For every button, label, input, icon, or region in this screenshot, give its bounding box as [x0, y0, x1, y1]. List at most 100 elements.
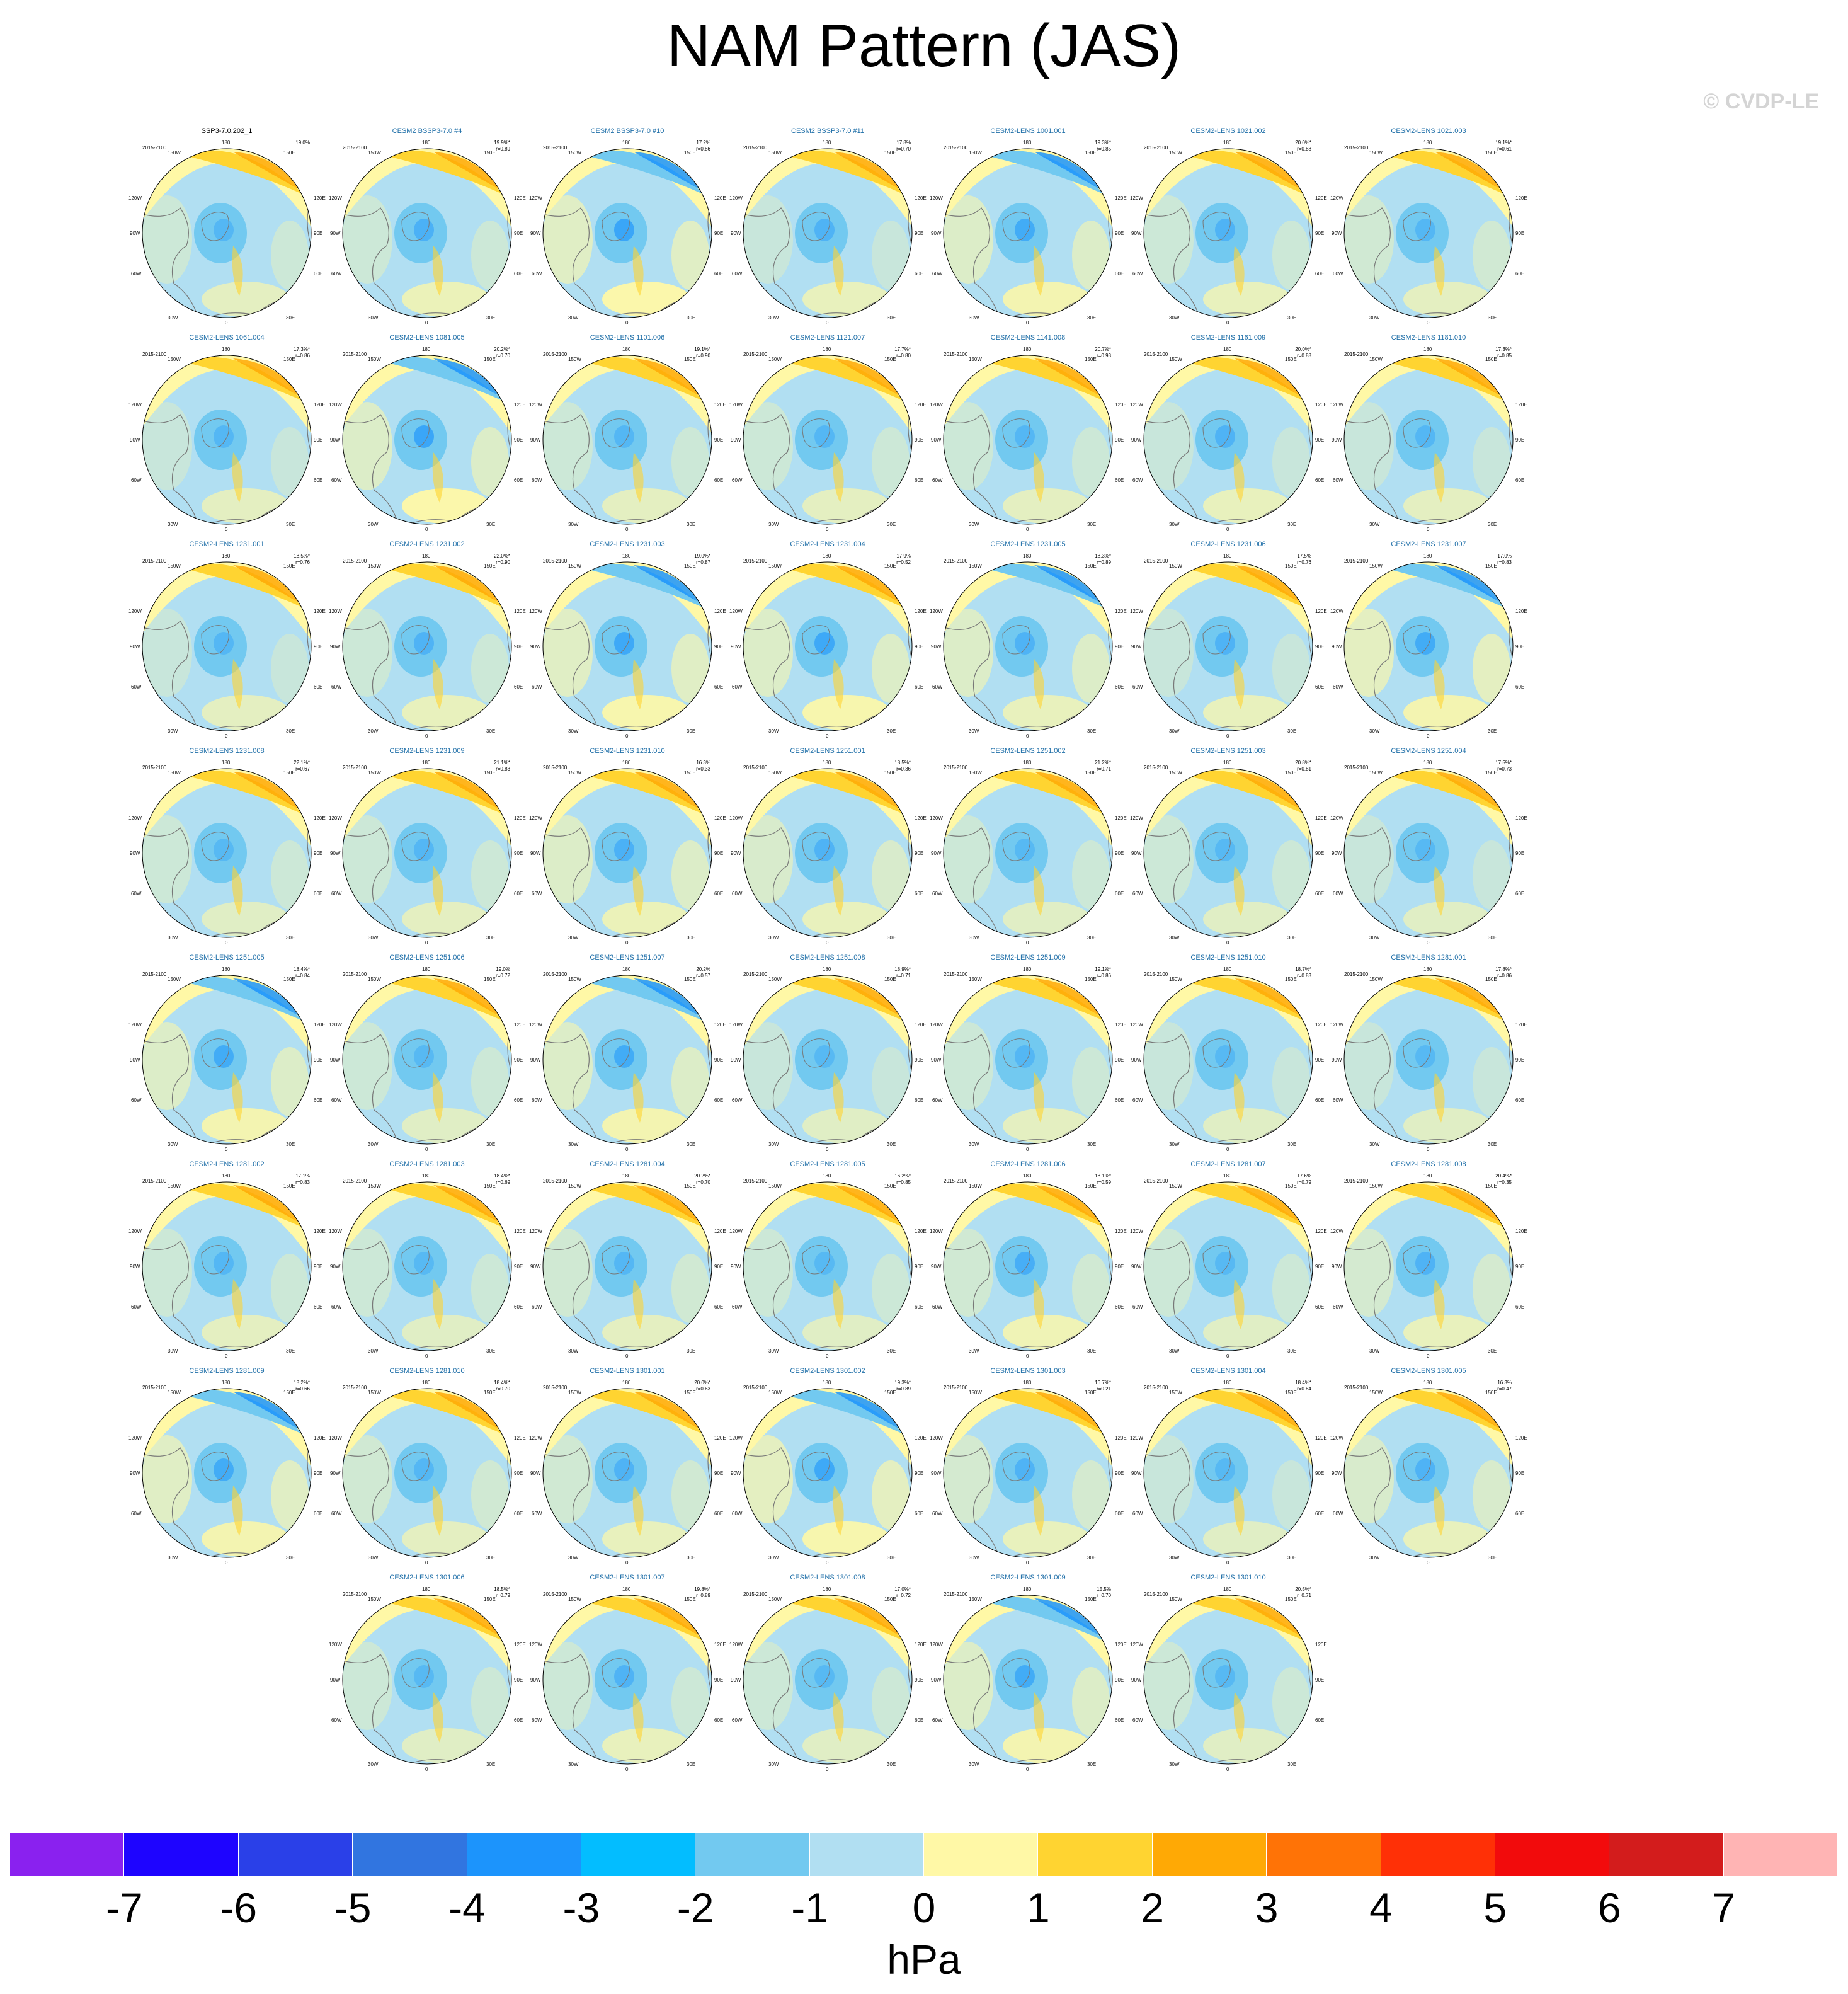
graticule-label: 60W [1333, 478, 1343, 483]
graticule-label: 30W [568, 522, 579, 527]
graticule-label: 120E [915, 1642, 927, 1647]
colorbar-tick-label: 7 [1712, 1884, 1735, 1931]
graticule-label: 30W [1169, 1762, 1180, 1767]
polar-map [142, 561, 312, 731]
panel-stats: 20.7%* r=0.93 [1086, 347, 1111, 359]
panel-stats: 18.5%* r=0.79 [485, 1586, 510, 1599]
graticule-label: 150E [1085, 150, 1097, 156]
map-panel: CESM2-LENS 1231.006 2015-2100 17.5% r=0.76 1… [1130, 539, 1327, 741]
graticule-label: 60W [732, 891, 743, 897]
panel-pattern-corr: r=0.72 [496, 973, 510, 978]
panel-period: 2015-2100 [1344, 558, 1369, 564]
graticule-label: 120W [729, 1642, 743, 1647]
colorbar-tick-label: -4 [448, 1884, 486, 1931]
graticule-label: 60E [915, 891, 924, 897]
panel-pattern-corr: r=0.67 [295, 766, 310, 772]
polar-map [1143, 148, 1313, 318]
colorbar-swatch [238, 1833, 353, 1876]
polar-map [142, 1388, 312, 1558]
panel-stats: 17.0% r=0.83 [1486, 553, 1512, 566]
panel-variance-pct: 20.7%* [1095, 347, 1111, 352]
panel-period: 2015-2100 [142, 352, 167, 357]
graticule-label: 60E [1315, 1097, 1325, 1103]
graticule-label: 30E [1287, 1762, 1297, 1767]
map-panel: CESM2-LENS 1281.002 2015-2100 17.1% r=0.83 1… [128, 1159, 326, 1361]
map-panel: CESM2-LENS 1141.008 2015-2100 20.7%* r=0.93… [930, 333, 1127, 534]
graticule-label: 120W [529, 1022, 542, 1028]
graticule-label: 0 [826, 940, 829, 946]
polar-map [1143, 768, 1313, 938]
panel-pattern-corr: r=0.70 [1097, 1593, 1111, 1598]
graticule-label: 60E [1315, 1511, 1325, 1516]
map-panel: CESM2-LENS 1281.005 2015-2100 16.2%* r=0.85… [729, 1159, 927, 1361]
graticule-label: 60W [1333, 1304, 1343, 1310]
panel-stats: 18.4%* r=0.70 [485, 1380, 510, 1392]
graticule-label: 150W [969, 977, 982, 982]
panel-pattern-corr: r=0.70 [696, 1179, 710, 1185]
panel-title: CESM2-LENS 1301.004 [1190, 1367, 1266, 1375]
graticule-label: 30E [887, 522, 896, 527]
graticule-label: 90E [1115, 644, 1124, 650]
graticule-label: 150W [768, 1390, 782, 1395]
graticule-label: 30W [168, 1555, 178, 1561]
panel-period: 2015-2100 [543, 765, 568, 771]
graticule-label: 60W [532, 1304, 542, 1310]
graticule-label: 120E [514, 195, 526, 201]
graticule-label: 30E [286, 1142, 295, 1147]
panel-variance-pct: 20.2% [696, 966, 710, 972]
graticule-label: 180 [1223, 760, 1232, 765]
map-panel: CESM2-LENS 1251.002 2015-2100 21.2%* r=0.71… [930, 746, 1127, 948]
graticule-label: 120E [915, 609, 927, 614]
panel-stats: 18.3%* r=0.89 [1086, 553, 1111, 566]
polar-map [1143, 561, 1313, 731]
graticule-label: 30W [368, 522, 379, 527]
graticule-label: 30W [368, 1142, 379, 1147]
graticule-label: 90E [1115, 1470, 1124, 1476]
graticule-label: 150E [884, 1183, 896, 1189]
graticule-label: 120E [915, 1435, 927, 1441]
graticule-label: 60W [331, 1511, 342, 1516]
graticule-label: 180 [1223, 553, 1232, 559]
graticule-label: 60E [1315, 1304, 1325, 1310]
panel-pattern-corr: r=0.83 [1497, 559, 1512, 565]
graticule-label: 150W [1169, 977, 1182, 982]
panel-stats: 20.0%* r=0.63 [685, 1380, 710, 1392]
graticule-label: 60E [1515, 478, 1525, 483]
graticule-label: 120E [314, 609, 326, 614]
graticule-label: 90W [1131, 644, 1142, 650]
graticule-label: 120E [1315, 609, 1327, 614]
graticule-label: 60E [1315, 271, 1325, 277]
panel-stats: 17.8% r=0.70 [886, 140, 911, 152]
graticule-label: 120E [1115, 1229, 1127, 1234]
graticule-label: 60E [714, 1304, 724, 1310]
graticule-label: 120W [1330, 1022, 1343, 1028]
graticule-label: 60E [714, 478, 724, 483]
graticule-label: 150E [884, 1596, 896, 1602]
graticule-label: 30W [568, 1142, 579, 1147]
graticule-label: 180 [422, 966, 431, 972]
graticule-label: 30W [168, 315, 178, 321]
graticule-label: 90W [931, 1470, 942, 1476]
graticule-label: 90W [130, 1057, 140, 1063]
graticule-label: 180 [823, 1380, 831, 1385]
graticule-label: 0 [225, 527, 228, 532]
graticule-label: 90W [130, 231, 140, 236]
panel-stats: 17.1% r=0.83 [285, 1173, 310, 1186]
colorbar-swatch [124, 1833, 239, 1876]
panel-variance-pct: 18.9%* [894, 966, 911, 972]
panel-variance-pct: 20.0%* [1295, 347, 1311, 352]
graticule-label: 120E [514, 815, 526, 821]
polar-map [542, 148, 712, 318]
graticule-label: 90W [330, 1677, 341, 1683]
panel-variance-pct: 17.1% [295, 1173, 310, 1179]
graticule-label: 180 [1023, 760, 1032, 765]
colorbar-swatch [1038, 1833, 1153, 1876]
graticule-label: 90W [130, 851, 140, 856]
graticule-label: 150E [684, 770, 696, 776]
map-panel: CESM2-LENS 1301.005 2015-2100 16.3% r=0.47 1… [1330, 1366, 1527, 1567]
panel-variance-pct: 17.8%* [1495, 966, 1512, 972]
graticule-label: 0 [1026, 940, 1029, 946]
graticule-label: 90E [714, 644, 724, 650]
graticule-label: 90E [1115, 851, 1124, 856]
graticule-label: 150W [1169, 1596, 1182, 1602]
